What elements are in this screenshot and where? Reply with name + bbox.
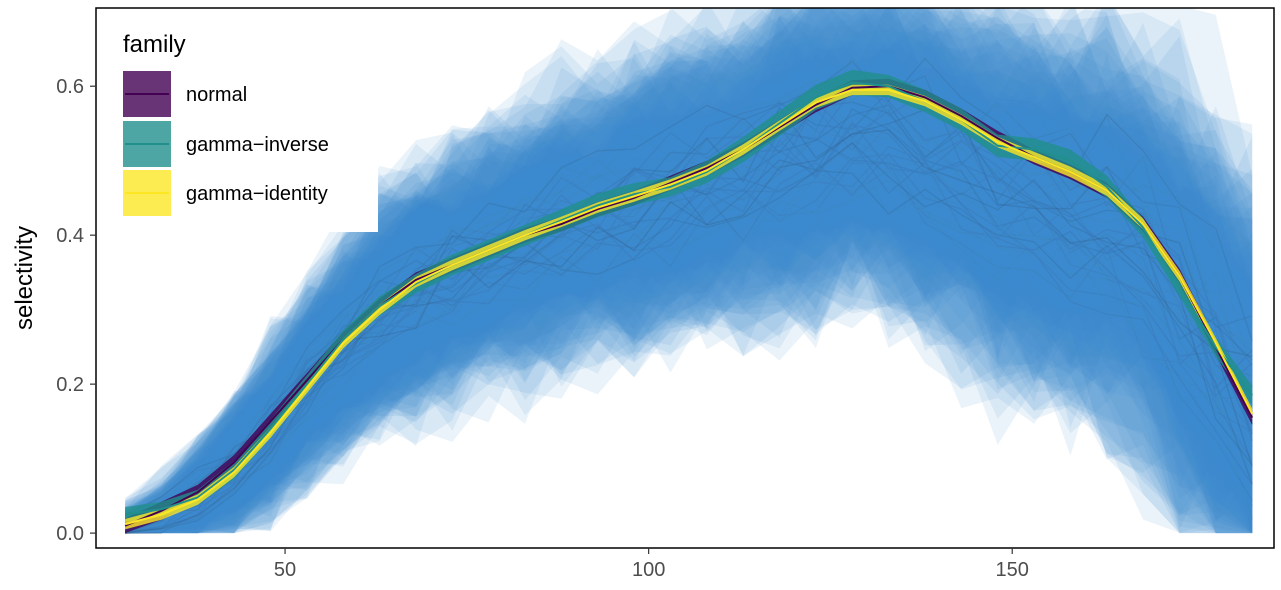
axis-layer: 50 100 150 0.0 0.2 0.4 0.6 <box>56 76 1029 581</box>
ensemble-band <box>125 8 1253 534</box>
legend-item-gamma-inverse: gamma−inverse <box>123 121 329 167</box>
ensemble-band <box>125 8 1253 534</box>
ensemble-band <box>125 54 1253 534</box>
ensemble-band <box>125 8 1253 534</box>
ensemble-layer <box>124 8 1253 534</box>
ensemble-band <box>125 8 1253 534</box>
ensemble-line <box>124 131 1253 523</box>
ensemble-band <box>125 8 1253 534</box>
ensemble-band <box>125 26 1253 534</box>
ensemble-band <box>125 8 1253 527</box>
ensemble-line <box>125 169 1253 534</box>
ensemble-band <box>125 8 1253 534</box>
ensemble-band <box>125 8 1253 534</box>
ensemble-band <box>125 37 1253 534</box>
ensemble-band <box>125 53 1253 534</box>
series-line-gamma-inverse <box>124 81 1253 516</box>
ensemble-band <box>125 47 1253 534</box>
y-tick-label: 0.2 <box>56 374 84 396</box>
legend-label-gamma-identity: gamma−identity <box>186 183 328 205</box>
x-tick-label: 150 <box>996 559 1029 581</box>
ensemble-line <box>124 75 1253 517</box>
ensemble-band <box>125 8 1253 532</box>
ensemble-band <box>125 8 1253 534</box>
ensemble-line <box>124 101 1253 517</box>
ensemble-band <box>125 8 1253 534</box>
ensemble-band <box>125 8 1253 534</box>
series-line-gamma-identity <box>124 88 1254 526</box>
series-layer <box>124 69 1254 534</box>
ensemble-band <box>125 10 1253 534</box>
plot-panel-border <box>95 7 1275 549</box>
ensemble-line <box>124 178 1253 534</box>
legend-item-gamma-identity: gamma−identity <box>123 170 328 216</box>
ensemble-band <box>125 8 1253 534</box>
ensemble-band <box>125 8 1253 534</box>
series-band-gamma-identity <box>125 84 1253 530</box>
y-axis-title: selectivity <box>11 226 38 330</box>
ensemble-band <box>125 8 1253 534</box>
ensemble-line <box>125 141 1253 533</box>
y-tick-label: 0.0 <box>56 523 84 545</box>
ensemble-band <box>125 14 1253 534</box>
legend-label-gamma-inverse: gamma−inverse <box>186 134 329 156</box>
ensemble-line <box>125 152 1253 534</box>
ensemble-band <box>125 8 1253 534</box>
ensemble-band <box>125 8 1253 534</box>
legend-title: family <box>123 31 186 58</box>
ensemble-band <box>125 8 1253 534</box>
ensemble-band <box>125 8 1253 534</box>
ensemble-band <box>125 8 1253 528</box>
ensemble-band <box>125 8 1253 528</box>
x-tick-label: 100 <box>632 559 665 581</box>
ensemble-band <box>125 18 1253 534</box>
ensemble-line <box>124 142 1253 534</box>
y-tick-label: 0.4 <box>56 225 84 247</box>
ensemble-band <box>125 8 1253 534</box>
ensemble-band <box>125 41 1253 534</box>
ensemble-band <box>125 8 1253 534</box>
ensemble-line <box>124 169 1253 533</box>
x-tick-label: 50 <box>274 559 296 581</box>
ensemble-line <box>125 158 1253 534</box>
legend-item-normal: normal <box>123 71 247 117</box>
ensemble-band <box>125 23 1253 534</box>
ensemble-band <box>125 8 1253 534</box>
ensemble-line <box>125 161 1253 534</box>
legend: family normal gamma−inverse gamma−identi… <box>105 20 378 232</box>
ensemble-line <box>124 55 1253 519</box>
ensemble-line <box>125 143 1253 534</box>
ensemble-band <box>125 35 1253 534</box>
ensemble-line <box>124 82 1253 524</box>
ensemble-band <box>125 8 1253 534</box>
y-tick-label: 0.6 <box>56 76 84 98</box>
ensemble-band <box>125 24 1253 534</box>
ensemble-band <box>125 8 1253 534</box>
legend-label-normal: normal <box>186 84 247 106</box>
ensemble-band <box>125 23 1253 534</box>
ensemble-band <box>125 8 1253 534</box>
